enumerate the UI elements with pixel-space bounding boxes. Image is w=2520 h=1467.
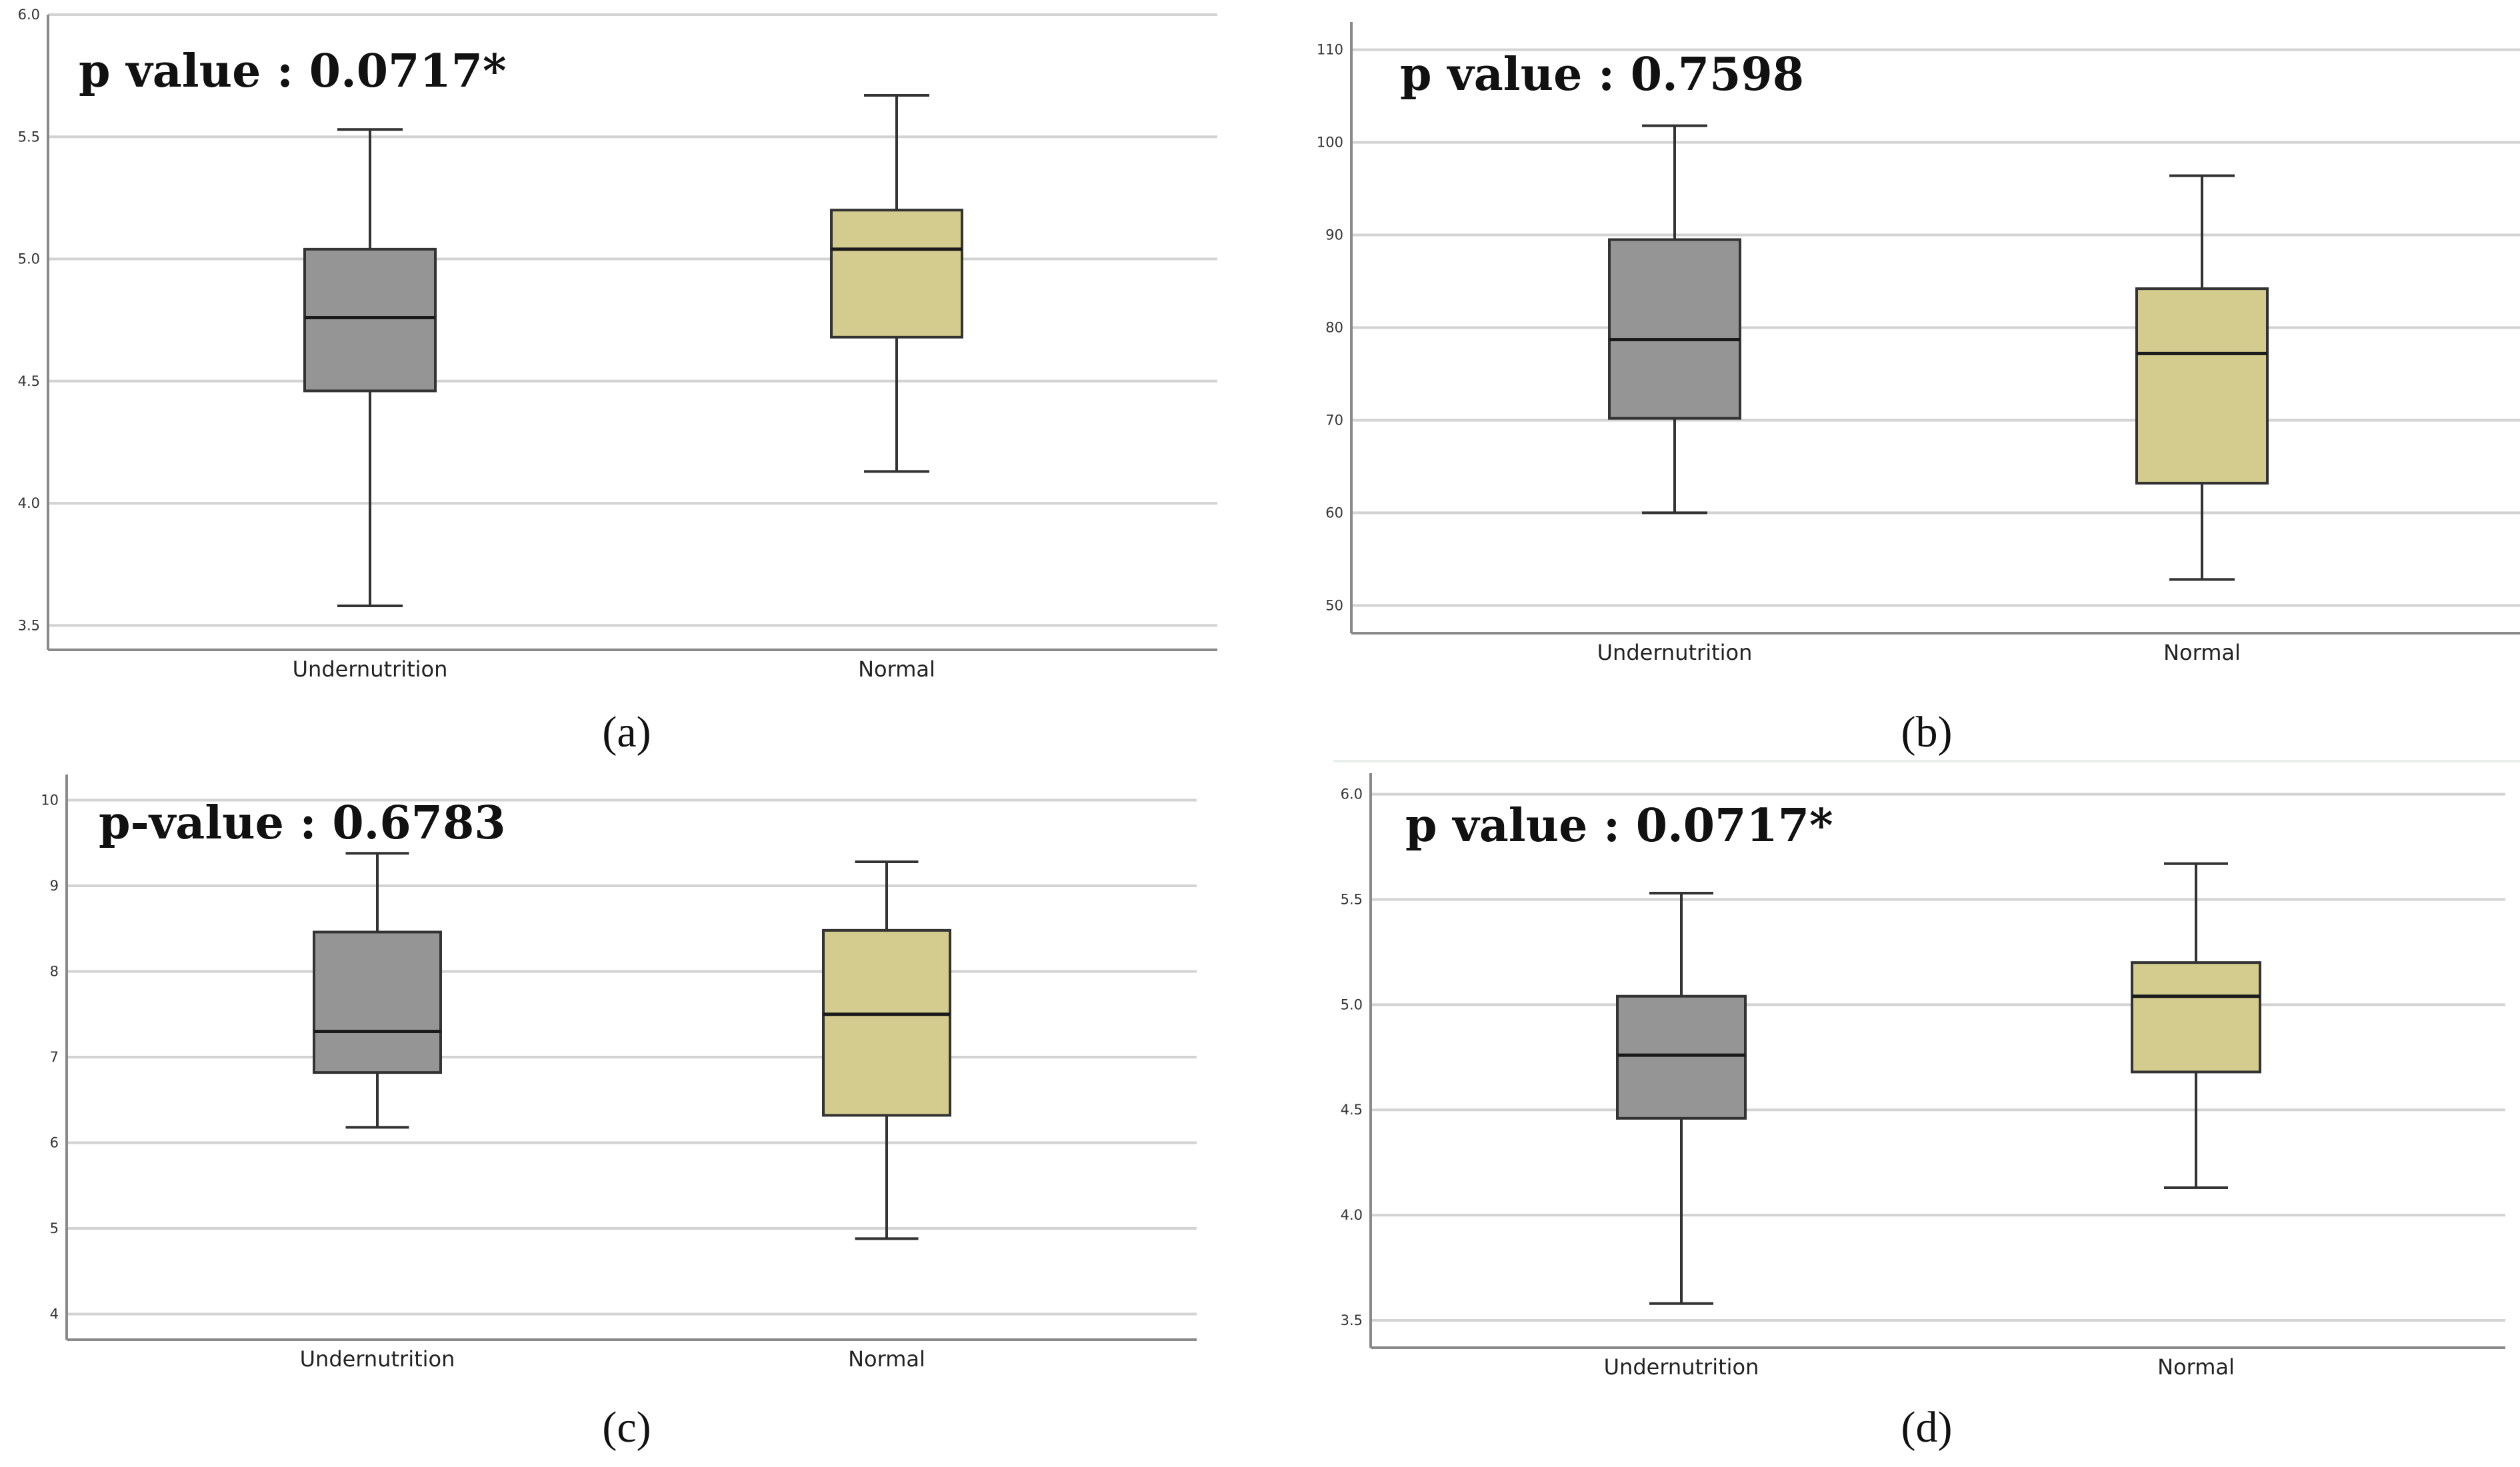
y-tick-label: 6 <box>50 1134 59 1150</box>
y-tick-label: 70 <box>1325 412 1343 428</box>
iqr-box <box>2135 287 2269 485</box>
y-tick-label: 6.0 <box>1341 786 1363 802</box>
panel-b: 50 60 70 80 90 100 110 Undernutrition Normal p va… <box>1317 22 2520 756</box>
x-tick-label: Normal <box>2163 640 2241 665</box>
iqr-box <box>822 928 951 1117</box>
p-value-annotation: p-value : 0.6783 <box>99 796 506 850</box>
p-value-annotation: p value : 0.7598 <box>1400 48 1804 101</box>
y-tick-label: 4.0 <box>18 495 40 511</box>
box-undernutrition <box>1616 891 1747 1305</box>
y-tick-label: 10 <box>41 792 59 808</box>
panel-caption: (b) <box>1901 708 1953 756</box>
y-tick-label: 60 <box>1325 505 1343 521</box>
y-tick-label: 90 <box>1325 227 1343 243</box>
panel-caption: (c) <box>602 1403 651 1452</box>
panel-a: 3.5 4.0 4.5 5.0 5.5 6.0 Undernutrition Normal p … <box>18 7 1217 756</box>
x-tick-label: Normal <box>848 1346 925 1372</box>
box-undernutrition <box>303 128 437 608</box>
y-tick-label: 5.5 <box>1341 891 1363 907</box>
y-tick-label: 3.5 <box>18 617 40 633</box>
y-tick-label: 4.5 <box>1341 1102 1363 1118</box>
x-tick-label: Undernutrition <box>1604 1354 1759 1380</box>
x-tick-label: Undernutrition <box>1597 640 1753 665</box>
p-value-annotation: p value : 0.0717* <box>79 45 507 98</box>
panel-c: 4 5 6 7 8 9 10 Undernutrition Normal p-value : 0.… <box>41 774 1197 1452</box>
y-tick-label: 7 <box>50 1049 59 1065</box>
y-tick-label: 8 <box>50 964 59 980</box>
x-tick-label: Undernutrition <box>293 657 448 682</box>
box-undernutrition <box>313 852 442 1129</box>
iqr-box <box>1608 238 1741 420</box>
iqr-box <box>1616 994 1747 1120</box>
y-tick-label: 4 <box>50 1306 59 1322</box>
x-tick-label: Normal <box>2157 1354 2235 1380</box>
y-tick-label: 100 <box>1317 135 1343 151</box>
panel-caption: (a) <box>602 708 651 756</box>
x-tick-label: Normal <box>858 657 935 682</box>
box-normal <box>2135 174 2269 581</box>
p-value-annotation: p value : 0.0717* <box>1405 799 1833 852</box>
y-tick-label: 4.0 <box>1341 1207 1363 1223</box>
box-normal <box>830 93 963 473</box>
box-normal <box>2131 862 2261 1190</box>
y-tick-label: 50 <box>1325 597 1343 613</box>
iqr-box <box>303 247 437 393</box>
y-tick-label: 5.0 <box>18 251 40 267</box>
box-undernutrition <box>1608 124 1741 515</box>
box-normal <box>822 860 951 1240</box>
y-tick-label: 110 <box>1317 42 1343 58</box>
y-tick-label: 80 <box>1325 320 1343 336</box>
y-tick-label: 9 <box>50 878 59 894</box>
y-tick-label: 5.0 <box>1341 996 1363 1012</box>
iqr-box <box>2131 961 2261 1074</box>
y-tick-label: 5 <box>50 1220 59 1236</box>
iqr-box <box>313 930 442 1074</box>
y-tick-label: 6.0 <box>18 7 40 23</box>
y-tick-label: 3.5 <box>1341 1312 1363 1328</box>
y-tick-label: 4.5 <box>18 373 40 389</box>
panel-caption: (d) <box>1901 1403 1953 1452</box>
panel-d: 3.5 4.0 4.5 5.0 5.5 6.0 Undernutrition Normal p … <box>1341 773 2505 1452</box>
iqr-box <box>830 209 963 339</box>
x-tick-label: Undernutrition <box>300 1346 455 1372</box>
y-tick-label: 5.5 <box>18 129 40 145</box>
